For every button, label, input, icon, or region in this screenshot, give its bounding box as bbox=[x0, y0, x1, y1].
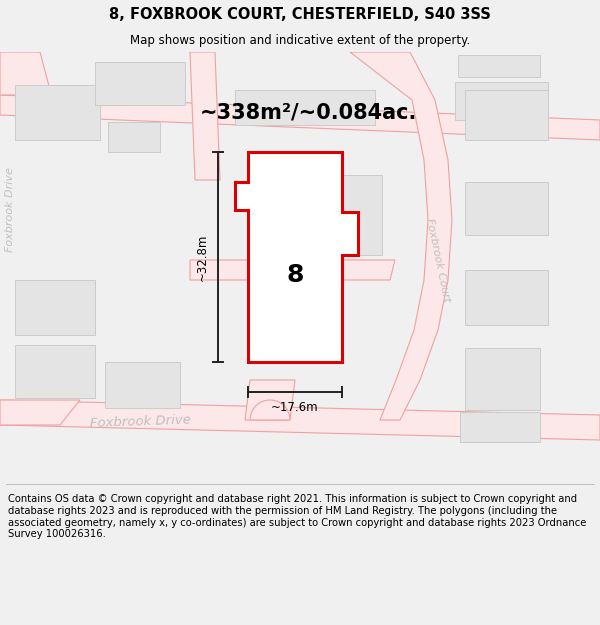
Polygon shape bbox=[245, 380, 295, 420]
Polygon shape bbox=[108, 122, 160, 152]
Polygon shape bbox=[350, 52, 452, 420]
Text: Contains OS data © Crown copyright and database right 2021. This information is : Contains OS data © Crown copyright and d… bbox=[8, 494, 586, 539]
Polygon shape bbox=[190, 52, 220, 180]
Polygon shape bbox=[465, 348, 540, 410]
Polygon shape bbox=[235, 90, 375, 125]
Wedge shape bbox=[250, 400, 290, 420]
Text: Foxbrook Drive: Foxbrook Drive bbox=[5, 168, 15, 252]
Polygon shape bbox=[105, 362, 180, 408]
Polygon shape bbox=[95, 62, 185, 105]
Text: 8, FOXBROOK COURT, CHESTERFIELD, S40 3SS: 8, FOXBROOK COURT, CHESTERFIELD, S40 3SS bbox=[109, 7, 491, 22]
Polygon shape bbox=[460, 412, 540, 442]
Text: Map shows position and indicative extent of the property.: Map shows position and indicative extent… bbox=[130, 34, 470, 47]
Polygon shape bbox=[0, 52, 50, 95]
Polygon shape bbox=[15, 85, 100, 140]
Polygon shape bbox=[320, 175, 382, 255]
Text: Foxbrook Drive: Foxbrook Drive bbox=[89, 414, 191, 430]
Polygon shape bbox=[0, 400, 600, 440]
Text: 8: 8 bbox=[286, 263, 304, 287]
Text: ~32.8m: ~32.8m bbox=[196, 233, 209, 281]
Polygon shape bbox=[190, 260, 395, 280]
Polygon shape bbox=[458, 55, 540, 77]
Text: ~17.6m: ~17.6m bbox=[271, 401, 319, 414]
Text: ~338m²/~0.084ac.: ~338m²/~0.084ac. bbox=[199, 102, 416, 122]
Polygon shape bbox=[15, 345, 95, 398]
Polygon shape bbox=[455, 82, 548, 120]
Polygon shape bbox=[15, 280, 95, 335]
Polygon shape bbox=[465, 270, 548, 325]
Text: Foxbrook Court: Foxbrook Court bbox=[424, 217, 452, 303]
Polygon shape bbox=[0, 400, 80, 425]
Polygon shape bbox=[465, 182, 548, 235]
Polygon shape bbox=[465, 90, 548, 140]
Polygon shape bbox=[235, 152, 358, 362]
Polygon shape bbox=[0, 95, 600, 140]
